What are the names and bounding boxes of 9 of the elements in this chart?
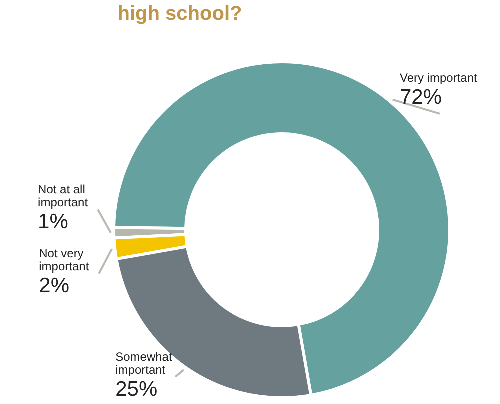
slice-label: Not very important [39, 246, 90, 274]
slice-label: Not at all important [38, 182, 89, 210]
data-label: 25% [116, 378, 158, 401]
slice-label: Somewhat important [116, 350, 173, 377]
slice-label: Very important [400, 70, 478, 85]
data-label: 2% [39, 274, 70, 298]
data-label: 1% [38, 210, 68, 234]
chart-title: high school? [118, 3, 242, 25]
data-label: 72% [400, 86, 442, 109]
